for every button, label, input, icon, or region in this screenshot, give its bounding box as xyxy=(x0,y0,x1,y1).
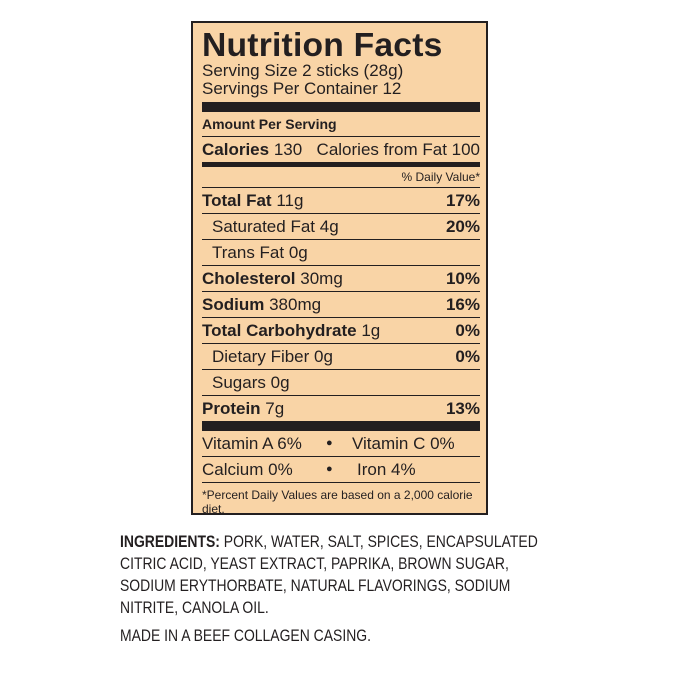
calcium: Calcium 0% xyxy=(202,460,293,479)
nutrient-amount: 0g xyxy=(270,373,290,392)
vitamin-row: Vitamin A 6% ● Vitamin C 0% xyxy=(202,431,480,456)
bullet: ● xyxy=(326,463,333,475)
ingredients-label: INGREDIENTS: xyxy=(120,532,220,551)
nutrient-name: Sugars xyxy=(212,373,266,392)
nutrient-name: Cholesterol xyxy=(202,269,296,288)
ingredients-text: PORK, WATER, SALT, SPICES, ENCAPSULATED … xyxy=(120,532,538,617)
nutrient-row: Sugars 0g xyxy=(202,369,480,395)
amount-per-serving: Amount Per Serving xyxy=(202,116,337,132)
calories-label: Calories xyxy=(202,140,270,159)
ingredients: INGREDIENTS: PORK, WATER, SALT, SPICES, … xyxy=(120,531,567,647)
nutrient-name: Protein xyxy=(202,399,261,418)
nutrient-row: Trans Fat 0g xyxy=(202,239,480,265)
nutrient-amount: 30mg xyxy=(300,269,343,288)
nutrient-row: Total Fat 11g 17% xyxy=(202,187,480,213)
nutrient-daily-value: 17% xyxy=(445,191,480,210)
calories-value: 130 xyxy=(273,140,303,159)
nutrient-amount: 4g xyxy=(319,217,339,236)
nutrient-amount: 1g xyxy=(361,321,381,340)
bullet: ● xyxy=(326,437,333,449)
nutrient-amount: 380mg xyxy=(269,295,322,314)
nutrient-daily-value: 0% xyxy=(455,347,480,366)
nutrient-row: Total Carbohydrate 1g 0% xyxy=(202,317,480,343)
vitamin-a: Vitamin A 6% xyxy=(202,434,302,453)
calories-from-fat: Calories from Fat 100 xyxy=(316,140,480,159)
nutrient-daily-value: 16% xyxy=(445,295,480,314)
nutrient-amount: 0g xyxy=(288,243,308,262)
casing-note: MADE IN A BEEF COLLAGEN CASING. xyxy=(120,626,371,645)
nutrient-name: Saturated Fat xyxy=(212,217,316,236)
nutrient-row: Sodium 380mg 16% xyxy=(202,291,480,317)
nutrient-name: Sodium xyxy=(202,295,265,314)
serving-size: Serving Size 2 sticks (28g) xyxy=(202,61,404,80)
calories-row: Calories 130 Calories from Fat 100 xyxy=(202,136,480,162)
servings-per-container: Servings Per Container 12 xyxy=(202,79,402,98)
mineral-row: Calcium 0% ● Iron 4% xyxy=(202,456,480,482)
nutrient-name: Trans Fat xyxy=(212,243,285,262)
medium-divider xyxy=(202,162,480,167)
nutrient-name: Dietary Fiber xyxy=(212,347,310,366)
nutrient-row: Dietary Fiber 0g 0% xyxy=(202,343,480,369)
daily-value-header: % Daily Value* xyxy=(401,170,480,184)
footnote: *Percent Daily Values are based on a 2,0… xyxy=(202,482,480,516)
nutrient-row: Cholesterol 30mg 10% xyxy=(202,265,480,291)
iron: Iron 4% xyxy=(357,460,416,479)
nutrient-daily-value: 0% xyxy=(455,321,480,340)
nutrient-name: Total Carbohydrate xyxy=(202,321,357,340)
nutrient-amount: 0g xyxy=(314,347,333,366)
nutrient-row: Saturated Fat 4g 20% xyxy=(202,213,480,239)
nutrient-daily-value: 10% xyxy=(445,269,480,288)
nutrient-amount: 11g xyxy=(276,191,304,210)
nutrient-name: Total Fat xyxy=(202,191,272,210)
thick-divider xyxy=(202,102,480,112)
nutrient-daily-value: 13% xyxy=(445,399,480,418)
label-title: Nutrition Facts xyxy=(202,26,443,63)
thick-divider xyxy=(202,421,480,431)
nutrient-row: Protein 7g 13% xyxy=(202,395,480,421)
nutrient-amount: 7g xyxy=(265,399,285,418)
nutrition-facts-label: Nutrition Facts Serving Size 2 sticks (2… xyxy=(191,21,488,516)
vitamin-c: Vitamin C 0% xyxy=(352,434,455,453)
nutrient-daily-value: 20% xyxy=(445,217,480,236)
